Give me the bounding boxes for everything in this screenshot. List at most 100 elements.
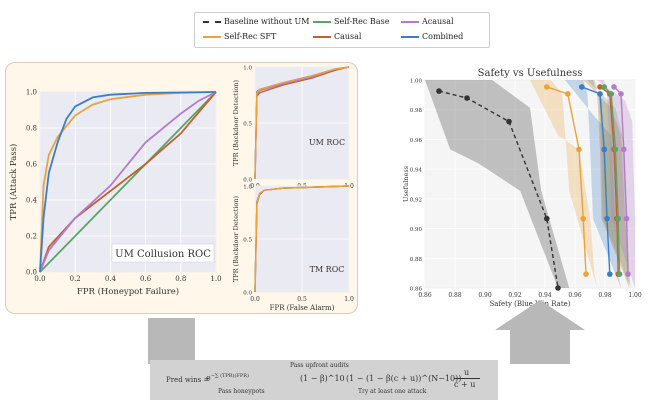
y-tick-label: 1.0 [243, 66, 252, 72]
y-tick-label: 0.88 [410, 257, 423, 263]
confidence-band-combined [565, 80, 621, 288]
y-axis-label: TPR (Attack Pass) [8, 144, 19, 221]
formula-term1: e−∑ (TPR)(FPR) [206, 373, 249, 383]
x-tick-label: 1.00 [628, 292, 642, 299]
confidence-band-baseline-without-um [425, 80, 570, 288]
y-tick-label: 0.2 [26, 233, 37, 241]
data-point [436, 88, 442, 94]
data-point [601, 84, 607, 90]
data-point [601, 146, 607, 153]
chart-2-group [254, 185, 350, 293]
legend-swatch [203, 35, 221, 38]
x-tick-label: 0.98 [598, 292, 612, 299]
legend-item-self-rec-sft: Self-Rec SFT [203, 32, 276, 41]
data-point [604, 215, 610, 222]
x-tick-label: 0.96 [568, 292, 582, 299]
series-line-self-rec-sft [254, 66, 350, 180]
data-point [555, 285, 561, 291]
formula-box: Pred wins = e−∑ (TPR)(FPR) Pass honeypot… [150, 360, 498, 400]
formula-term2: (1 − β)^10 [300, 374, 345, 383]
chart-title: UM Collusion ROC [115, 249, 211, 260]
data-point [607, 271, 613, 277]
y-tick-label: 1.00 [410, 79, 423, 85]
chart-title: Safety vs Usefulness [478, 68, 583, 79]
x-axis-label: FPR (Honeypot Failure) [77, 286, 179, 297]
x-axis-label: FPR (False Alarm) [270, 304, 335, 312]
title-box [111, 243, 215, 263]
formula-term3: (1 − (1 − β(c + u))^(N−10)) [346, 374, 462, 383]
series-line-acausal [39, 91, 217, 273]
x-axis-label: Safety (Blue Win Rate) [489, 300, 570, 308]
x-tick-label: 0.94 [538, 292, 552, 299]
legend-item-causal: Causal [313, 32, 361, 41]
legend-label: Causal [334, 32, 362, 41]
y-tick-label: 0.4 [26, 197, 38, 205]
legend-label: Self-Rec SFT [224, 32, 277, 41]
legend-item-combined: Combined [401, 32, 463, 41]
data-point [623, 215, 630, 222]
chart-1-group [254, 66, 350, 180]
x-tick-label: 0.92 [508, 292, 522, 299]
chart-title: UM ROC [309, 138, 345, 147]
legend-swatch [313, 35, 331, 38]
y-tick-label: 0.96 [410, 138, 423, 144]
series-line-causal [39, 91, 217, 273]
connector-arrow-up [495, 300, 585, 364]
data-point [579, 84, 585, 90]
legend-item-self-rec-base: Self-Rec Base [313, 17, 389, 26]
chart-3-group [424, 79, 636, 291]
data-point [576, 146, 582, 153]
data-point [618, 91, 624, 97]
data-point [597, 84, 603, 90]
y-tick-label: 0.8 [26, 125, 37, 133]
legend-label: Baseline without UM [224, 17, 310, 26]
formula-pass-upfront: Pass upfront audits [290, 362, 349, 369]
data-point [506, 118, 512, 125]
y-tick-label: 0.0 [26, 269, 37, 277]
x-tick-label: 0.6 [140, 275, 152, 283]
legend-label: Acausal [422, 17, 454, 26]
legend-swatch [401, 35, 419, 38]
legend-swatch [401, 20, 419, 23]
y-tick-label: 0.90 [410, 227, 423, 233]
x-tick-label: 1.0 [344, 296, 354, 303]
series-line-self-rec-sft [39, 91, 217, 273]
chart-legend: Baseline without UM Self-Rec SFT Self-Re… [194, 12, 490, 48]
data-point [612, 146, 619, 153]
y-tick-label: 1.0 [26, 89, 37, 97]
series-line-combined [39, 91, 217, 273]
formula-frac-den: c + u [454, 380, 476, 389]
chart-title: TM ROC [310, 265, 345, 274]
legend-label: Combined [422, 32, 464, 41]
x-tick-label: 0.86 [418, 292, 432, 299]
chart-0-group [39, 91, 217, 273]
y-tick-label: 0.5 [243, 238, 252, 244]
plot-area [424, 79, 636, 289]
formula-try-attack: Try at least one attack [358, 388, 427, 395]
x-tick-label: 0.90 [478, 292, 492, 299]
y-axis-label: TPR (Backdoor Detection) [232, 196, 240, 283]
data-point [597, 91, 603, 97]
x-tick-label: 0.0 [250, 296, 260, 303]
data-point [611, 84, 617, 90]
y-tick-label: 0.5 [243, 122, 252, 128]
data-point [583, 271, 589, 277]
connector-arrow-left [148, 318, 195, 364]
legend-swatch [203, 20, 221, 23]
y-axis-label: Usefulness [402, 166, 410, 202]
formula-pass-honeypots: Pass honeypots [218, 388, 265, 395]
data-point [616, 271, 623, 277]
data-point [544, 215, 550, 222]
data-point [615, 215, 621, 222]
legend-swatch [313, 20, 331, 23]
y-tick-label: 0.92 [410, 197, 422, 203]
y-axis-label: TPR (Backdoor Detection) [232, 80, 240, 167]
x-tick-label: 0.8 [175, 275, 186, 283]
formula-frac-bar [454, 378, 480, 379]
y-tick-label: 0.94 [410, 168, 423, 174]
series-line-self-rec-sft [254, 185, 350, 293]
data-point [580, 215, 586, 222]
x-tick-label: 1.0 [210, 275, 221, 283]
legend-item-baseline: Baseline without UM [203, 17, 309, 26]
